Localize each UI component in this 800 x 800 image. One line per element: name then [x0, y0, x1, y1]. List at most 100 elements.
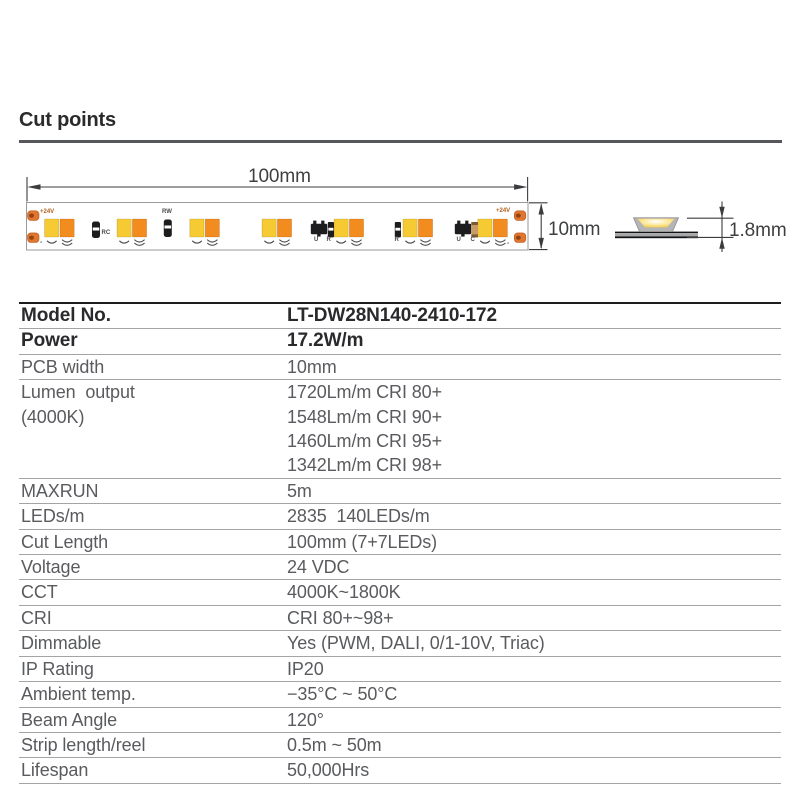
led-chip-warm	[402, 218, 418, 238]
spec-row: Voltage 24 VDC	[19, 555, 781, 581]
polarity-arc-icon	[279, 242, 290, 246]
polarity-arc-icon	[420, 242, 431, 246]
title-underline	[19, 140, 782, 143]
minus-label-left: -	[40, 239, 43, 246]
spec-row: Lumen output (4000K) 1720Lm/m CRI 80+ 154…	[19, 380, 781, 479]
spec-row: MAXRUN 5m	[19, 479, 781, 505]
polarity-arc-icon	[134, 242, 145, 246]
polarity-arc-icon	[351, 239, 362, 243]
spec-label: Power	[21, 330, 78, 352]
spec-label: Ambient temp.	[21, 684, 136, 705]
spec-row: CRI CRI 80+~98+	[19, 606, 781, 632]
component-label-c: C	[470, 237, 475, 243]
spec-label: Strip length/reel	[21, 734, 146, 755]
spec-row: CCT 4000K~1800K	[19, 580, 781, 606]
component-label-rw: RW	[162, 209, 172, 215]
led-pair	[116, 218, 147, 246]
polarity-arc-icon	[206, 242, 218, 246]
led-chip-orange	[132, 218, 147, 238]
polarity-arc-icon	[264, 240, 275, 244]
polarity-arc-icon	[134, 239, 145, 243]
led-pair	[44, 218, 75, 246]
led-chip-warm	[116, 218, 132, 238]
component-transistor	[454, 220, 472, 237]
led-pair	[477, 218, 508, 246]
component-res	[394, 222, 401, 238]
spec-row: IP Rating IP20	[19, 657, 781, 683]
spec-value: 50,000Hrs	[287, 760, 370, 781]
dimension-width	[529, 202, 548, 251]
component-diode	[163, 219, 172, 237]
spec-row: Dimmable Yes (PWM, DALI, 0/1-10V, Triac)	[19, 631, 781, 657]
led-pair	[402, 218, 433, 246]
led-pair	[189, 218, 220, 246]
solder-pad	[513, 210, 527, 221]
led-chips	[44, 218, 508, 246]
spec-label: MAXRUN	[21, 480, 99, 501]
led-pair	[333, 218, 364, 246]
spec-label: PCB width	[21, 356, 105, 377]
led-chip-orange	[59, 218, 75, 238]
arrowhead-left-icon	[27, 184, 41, 190]
spec-value: 24 VDC	[287, 557, 350, 578]
polarity-arc-icon	[191, 240, 203, 244]
led-chip-orange	[277, 218, 292, 238]
spec-value: 1720Lm/m CRI 80+ 1548Lm/m CRI 90+ 1460Lm…	[287, 382, 442, 476]
smd-components	[92, 219, 478, 238]
component-cap	[471, 222, 478, 238]
spec-value: 2835 140LEDs/m	[287, 506, 430, 527]
led-strip-diagram	[26, 177, 734, 252]
polarity-arc-icon	[351, 242, 362, 246]
spec-row: LEDs/m 2835 140LEDs/m	[19, 504, 781, 530]
polarity-arc-icon	[494, 242, 506, 246]
arrowhead-up-icon	[538, 203, 544, 215]
spec-label: Lifespan	[21, 760, 89, 781]
polarity-arc-icon	[206, 239, 218, 243]
spec-label: Cut Length	[21, 531, 109, 552]
component-label-u2: U	[456, 237, 461, 243]
spec-row: Ambient temp. −35°C ~ 50°C	[19, 682, 781, 708]
spec-value: 17.2W/m	[287, 330, 364, 352]
spec-label: Beam Angle	[21, 709, 118, 730]
led-chip-warm	[333, 218, 349, 238]
page-title: Cut points	[19, 109, 116, 131]
spec-row: Power 17.2W/m	[19, 329, 781, 355]
led-pair	[261, 218, 292, 246]
solder-pads	[27, 210, 527, 243]
spec-label: Model No.	[21, 305, 111, 326]
dimension-height	[687, 201, 734, 252]
led-chip-orange	[492, 218, 508, 238]
spec-value: 100mm (7+7LEDs)	[287, 531, 438, 552]
polarity-arc-icon	[405, 240, 416, 244]
led-chip-warm	[261, 218, 277, 238]
spec-row: PCB width 10mm	[19, 355, 781, 381]
polarity-arc-icon	[119, 240, 130, 244]
solder-pad	[27, 210, 40, 221]
width-dimension-label: 10mm	[548, 219, 601, 240]
minus-label-right: -	[507, 240, 510, 247]
led-chip-warm	[44, 218, 60, 238]
spec-label: LEDs/m	[21, 506, 85, 527]
spec-label: CRI	[21, 607, 52, 628]
spec-value: 4000K~1800K	[287, 582, 401, 603]
led-lens-side	[637, 218, 675, 228]
spec-label: Voltage	[21, 557, 81, 578]
polarity-arc-icon	[479, 240, 491, 244]
polarity-arc-icon	[279, 239, 290, 243]
led-chip-warm	[477, 218, 493, 238]
arrowhead-down-icon	[719, 206, 725, 218]
spec-row: Strip length/reel 0.5m ~ 50m	[19, 733, 781, 759]
spec-value: CRI 80+~98+	[287, 607, 394, 628]
polarity-arc-icon	[61, 242, 73, 246]
component-diode	[92, 221, 100, 238]
strip-body	[26, 202, 529, 251]
spec-value: 120°	[287, 709, 324, 730]
polarity-arc-icon	[494, 239, 506, 243]
spec-table: Model No. LT-DW28N140-2410-172 Power 17.2W/…	[19, 302, 781, 784]
spec-row: Lifespan 50,000Hrs	[19, 758, 781, 784]
led-chip-orange	[204, 218, 220, 238]
spec-value: Yes (PWM, DALI, 0/1-10V, Triac)	[287, 633, 545, 654]
solder-pad	[513, 232, 527, 243]
led-chip-warm	[189, 218, 205, 238]
